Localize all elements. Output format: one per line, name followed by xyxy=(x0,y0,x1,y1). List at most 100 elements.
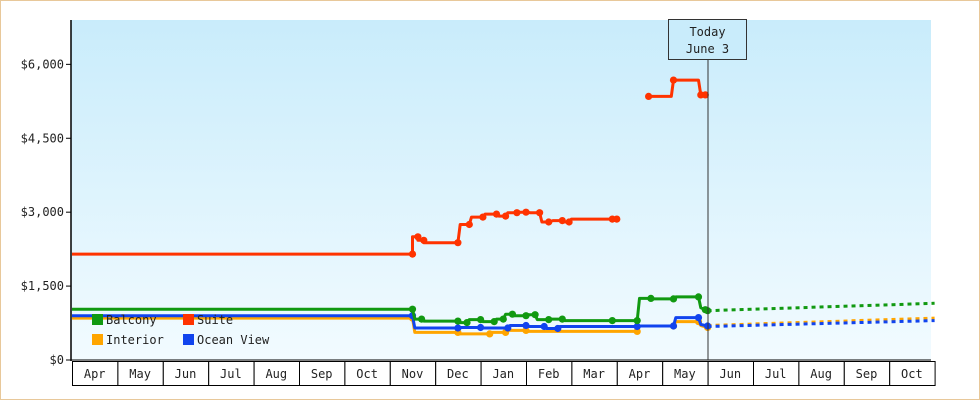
x-tick-box xyxy=(117,361,164,386)
interior-forecast-line xyxy=(707,316,935,327)
x-tick-box xyxy=(889,361,936,386)
balcony-data-point xyxy=(418,315,426,323)
x-tick-label: Oct xyxy=(356,367,378,381)
x-tick-label: May xyxy=(129,367,151,381)
balcony-data-point xyxy=(633,317,641,325)
ocean-view-data-point xyxy=(454,324,462,332)
legend-swatch xyxy=(183,334,194,345)
x-tick-label: Jul xyxy=(220,367,242,381)
balcony-data-point xyxy=(558,315,566,323)
ocean-view-data-point xyxy=(504,324,512,332)
x-tick-label: Sep xyxy=(311,367,333,381)
x-tick-box xyxy=(208,361,255,386)
balcony-data-point xyxy=(490,318,498,326)
x-tick-label: Nov xyxy=(402,367,424,381)
suite-data-point xyxy=(545,218,553,226)
suite-data-point xyxy=(454,239,462,247)
suite-data-point xyxy=(613,215,621,223)
x-tick-label: Apr xyxy=(84,367,106,381)
balcony-data-point xyxy=(454,317,462,325)
legend-swatch xyxy=(183,314,194,325)
balcony-data-point xyxy=(408,305,417,313)
plot-background xyxy=(71,20,931,360)
ocean-view-data-point xyxy=(669,322,678,330)
suite-data-point xyxy=(420,236,428,244)
x-tick-label: Oct xyxy=(901,367,923,381)
balcony-data-point xyxy=(694,293,703,301)
y-tick-label: $1,500 xyxy=(21,279,64,293)
suite-data-point xyxy=(414,233,422,241)
balcony-data-point xyxy=(647,294,655,302)
legend-label: Ocean View xyxy=(197,333,270,347)
x-tick-box xyxy=(435,361,482,386)
x-tick-label: Feb xyxy=(538,367,560,381)
x-tick-box xyxy=(571,361,618,386)
x-tick-label: Jun xyxy=(719,367,741,381)
today-annotation-box xyxy=(668,19,747,60)
y-tick-label: $4,500 xyxy=(21,131,64,145)
x-tick-label: Jul xyxy=(765,367,787,381)
y-tick-label: $3,000 xyxy=(21,205,64,219)
suite-data-point xyxy=(479,213,487,221)
x-tick-box xyxy=(253,361,301,386)
ocean-view-data-point xyxy=(633,322,641,331)
balcony-data-point xyxy=(463,319,471,327)
legend-label: Interior xyxy=(106,333,164,347)
x-tick-label: Mar xyxy=(583,367,605,381)
legend-label: Balcony xyxy=(106,313,157,327)
balcony-data-point xyxy=(508,310,516,318)
ocean-view-forecast-line xyxy=(707,319,935,328)
x-tick-box xyxy=(480,361,528,386)
legend-label: Suite xyxy=(197,313,233,327)
x-tick-box xyxy=(344,361,391,386)
suite-data-point xyxy=(522,208,530,216)
suite-data-point xyxy=(536,209,544,217)
suite-data-point xyxy=(645,92,653,100)
balcony-data-point xyxy=(531,311,539,319)
x-tick-box xyxy=(616,361,664,386)
suite-data-point xyxy=(701,91,709,99)
x-tick-label: Aug xyxy=(265,367,287,381)
legend-swatch xyxy=(92,314,103,325)
today-annotation-line2: June 3 xyxy=(686,42,729,56)
ocean-view-data-point xyxy=(477,323,485,332)
suite-data-point xyxy=(558,217,566,225)
ocean-view-data-point xyxy=(554,324,562,333)
x-tick-box xyxy=(389,361,437,386)
x-tick-box xyxy=(753,361,800,386)
ocean-view-data-point xyxy=(522,321,530,330)
legend-swatch xyxy=(92,334,103,345)
suite-data-point xyxy=(492,210,501,218)
interior-data-point xyxy=(486,330,494,338)
x-tick-box xyxy=(843,361,891,386)
suite-data-point xyxy=(465,220,473,229)
y-tick-label: $6,000 xyxy=(21,57,64,71)
balcony-data-point xyxy=(608,317,616,325)
x-tick-label: Dec xyxy=(447,367,469,381)
balcony-data-point xyxy=(669,295,678,303)
balcony-data-point xyxy=(545,316,553,324)
suite-data-point xyxy=(502,212,510,220)
x-tick-box xyxy=(798,361,845,386)
x-tick-box xyxy=(299,361,346,386)
balcony-forecast-line xyxy=(707,301,935,313)
ocean-view-data-point xyxy=(694,314,703,322)
suite-data-point xyxy=(565,218,573,226)
x-tick-label: Sep xyxy=(856,367,878,381)
x-tick-label: Aug xyxy=(810,367,832,381)
balcony-data-point xyxy=(499,315,507,323)
x-tick-label: Jun xyxy=(175,367,197,381)
x-tick-label: May xyxy=(674,367,696,381)
suite-data-point xyxy=(408,250,417,258)
today-annotation-line1: Today xyxy=(689,25,725,39)
ocean-view-data-point xyxy=(540,322,548,331)
suite-data-point xyxy=(669,76,678,84)
y-tick-label: $0 xyxy=(50,353,64,367)
x-tick-label: Apr xyxy=(629,367,651,381)
x-tick-box xyxy=(707,361,754,386)
balcony-data-point xyxy=(522,312,530,320)
x-tick-label: Jan xyxy=(492,367,514,381)
x-tick-box xyxy=(162,361,210,386)
interior-series-line xyxy=(72,316,709,336)
